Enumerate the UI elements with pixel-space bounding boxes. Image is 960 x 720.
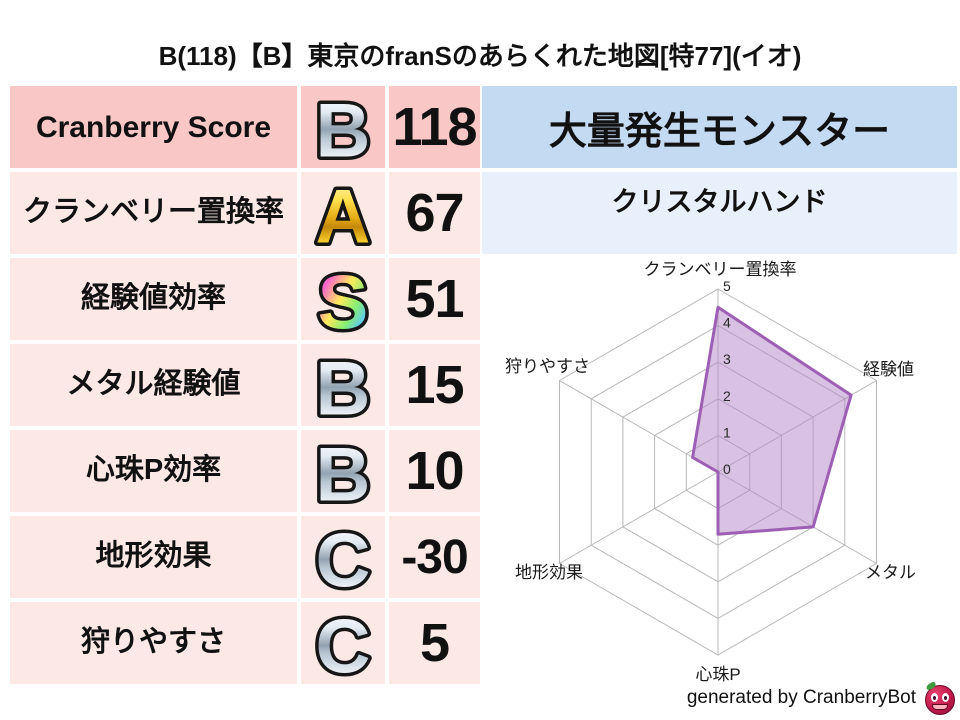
berry-mouth <box>932 704 948 710</box>
stat-row: メタル経験値 B 15 <box>10 344 480 426</box>
rank-letter-silver-icon: C <box>312 602 374 685</box>
svg-text:S: S <box>318 261 369 341</box>
stat-label: メタル経験値 <box>10 344 297 426</box>
stat-label: 経験値効率 <box>10 258 297 340</box>
svg-text:B: B <box>316 347 371 427</box>
radar-axis-label: 経験値 <box>863 360 914 379</box>
svg-text:A: A <box>316 175 371 255</box>
stat-row: 経験値効率 S 51 <box>10 258 480 340</box>
rank-badge: B <box>301 430 385 512</box>
rank-letter-gold-icon: A <box>312 172 374 255</box>
rank-letter-silver-icon: B <box>312 430 374 513</box>
stat-value: 5 <box>389 602 480 684</box>
stat-value: -30 <box>389 516 480 598</box>
stats-table: Cranberry Score B 118 クランベリー置換率 A 67 経験値… <box>10 86 480 684</box>
stat-row: 地形効果 C -30 <box>10 516 480 598</box>
rank-letter-silver-icon: C <box>312 516 374 599</box>
footer-credit: generated by CranberryBot <box>686 687 916 708</box>
berry-eye-right <box>942 693 949 702</box>
stat-label: 心珠P効率 <box>10 430 297 512</box>
berry-eye-left <box>931 693 938 702</box>
rank-badge: A <box>301 172 385 254</box>
stat-row: クランベリー置換率 A 67 <box>10 172 480 254</box>
berry-body <box>925 685 955 715</box>
radar-tick-label: 0 <box>723 461 731 477</box>
monster-panel-header: 大量発生モンスター <box>482 86 957 168</box>
radar-tick-label: 1 <box>723 424 731 440</box>
cranberry-face-icon <box>925 681 955 715</box>
page-title: B(118)【B】東京のfranSのあらくれた地図[特77](イオ) <box>158 41 802 71</box>
radar-axis-label: 地形効果 <box>515 563 583 582</box>
stat-label: Cranberry Score <box>10 86 297 168</box>
rank-letter-silver-icon: B <box>312 86 374 169</box>
radar-tick-label: 4 <box>723 315 731 331</box>
radar-axis-label: メタル <box>865 563 916 582</box>
svg-text:B: B <box>316 89 371 169</box>
radar-axis-label: 心珠P <box>695 665 740 684</box>
stat-label: 狩りやすさ <box>10 602 297 684</box>
stat-row: 狩りやすさ C 5 <box>10 602 480 684</box>
radar-axis-label: 狩りやすさ <box>505 357 590 376</box>
stat-value: 118 <box>389 86 480 168</box>
stat-value: 10 <box>389 430 480 512</box>
radar-tick-label: 2 <box>723 388 731 404</box>
svg-text:B: B <box>316 433 371 513</box>
rank-letter-silver-icon: B <box>312 344 374 427</box>
stat-value: 15 <box>389 344 480 426</box>
stat-row: Cranberry Score B 118 <box>10 86 480 168</box>
radar-data-polygon <box>691 305 853 536</box>
stat-value: 51 <box>389 258 480 340</box>
stat-label: 地形効果 <box>10 516 297 598</box>
monster-name: クリスタルハンド <box>482 172 957 254</box>
rank-letter-rainbow-icon: S <box>314 258 372 341</box>
rank-badge: C <box>301 516 385 598</box>
stat-row: 心珠P効率 B 10 <box>10 430 480 512</box>
stat-label: クランベリー置換率 <box>10 172 297 254</box>
stat-value: 67 <box>389 172 480 254</box>
rank-badge: B <box>301 344 385 426</box>
rank-badge: B <box>301 86 385 168</box>
radar-tick-label: 5 <box>723 278 731 294</box>
radar-tick-label: 3 <box>723 351 731 367</box>
rank-badge: C <box>301 602 385 684</box>
svg-text:C: C <box>316 605 371 685</box>
svg-text:C: C <box>316 519 371 599</box>
rank-badge: S <box>301 258 385 340</box>
radar-spoke <box>559 471 719 564</box>
radar-axis-label: クランベリー置換率 <box>644 260 797 279</box>
